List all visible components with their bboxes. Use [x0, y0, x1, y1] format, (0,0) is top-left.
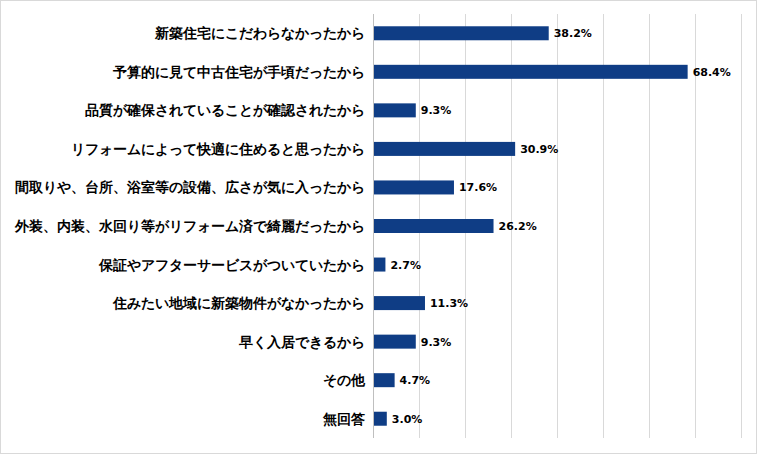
data-label: 2.7%	[390, 259, 421, 272]
labels: 新築住宅にこだわらなかったから 38.2% 予算的に見て中古住宅が手頃だったから 68…	[14, 25, 731, 426]
category-label: 外装、内装、水回り等がリフォーム済で綺麗だったから	[14, 218, 365, 234]
chart: 新築住宅にこだわらなかったから 38.2% 予算的に見て中古住宅が手頃だったから 68…	[0, 0, 757, 454]
bars	[373, 26, 688, 425]
data-label: 9.3%	[421, 336, 452, 349]
data-label: 38.2%	[554, 27, 592, 40]
data-label: 3.0%	[392, 413, 423, 426]
category-label: 予算的に見て中古住宅が手頃だったから	[112, 64, 365, 80]
chart-border	[1, 1, 757, 454]
grid	[374, 14, 742, 438]
bar	[373, 180, 454, 194]
category-label: 早く入居できるから	[238, 334, 365, 350]
data-label: 11.3%	[430, 297, 468, 310]
category-label: 品質が確保されていることが確認されたから	[85, 102, 365, 118]
bar	[373, 335, 416, 349]
data-label: 4.7%	[400, 374, 431, 387]
axis-line	[373, 14, 374, 438]
bar	[373, 142, 515, 156]
bar	[373, 373, 395, 387]
bar	[373, 65, 688, 79]
category-label: 住みたい地域に新築物件がなかったから	[112, 295, 365, 311]
bar	[373, 296, 425, 310]
category-label: 保証やアフターサービスがついていたから	[98, 257, 365, 273]
data-label: 26.2%	[499, 220, 537, 233]
bar	[373, 219, 494, 233]
category-label: 間取りや、台所、浴室等の設備、広さが気に入ったから	[15, 179, 365, 195]
data-label: 30.9%	[520, 143, 558, 156]
category-label: その他	[323, 372, 366, 388]
bar	[373, 103, 416, 117]
bar	[373, 26, 549, 40]
grid-line	[373, 14, 374, 438]
category-label: 無回答	[322, 411, 365, 427]
bar	[373, 412, 387, 426]
grid-line	[741, 14, 742, 438]
data-label: 68.4%	[693, 66, 731, 79]
category-label: 新築住宅にこだわらなかったから	[154, 25, 365, 41]
bar	[373, 258, 385, 272]
category-label: リフォームによって快適に住めると思ったから	[71, 141, 365, 157]
data-label: 17.6%	[459, 181, 497, 194]
data-label: 9.3%	[421, 104, 452, 117]
